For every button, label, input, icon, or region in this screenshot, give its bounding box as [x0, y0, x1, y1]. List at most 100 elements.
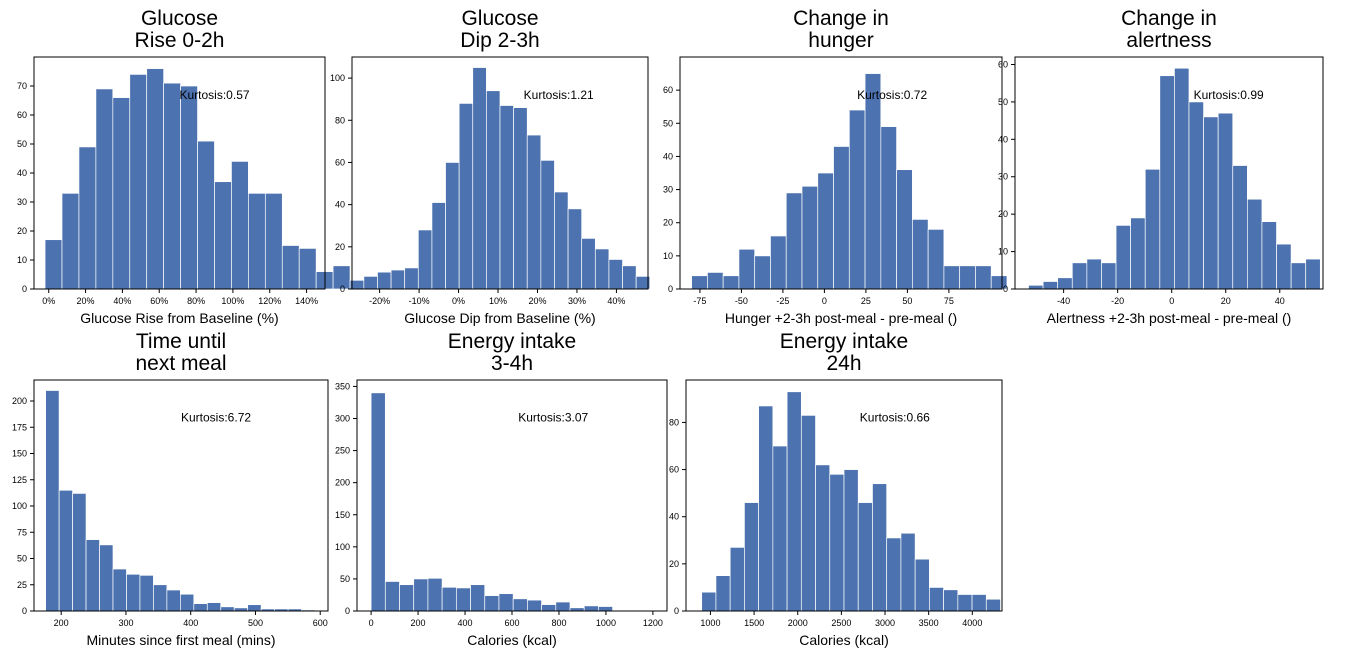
histogram-panel-3: -75 -50 -25 0 25 50 75 0 10 20 30 40 50 60 Change inhu…	[663, 7, 1008, 326]
histogram-bar	[975, 265, 992, 290]
y-tick-label: 150	[335, 510, 350, 520]
x-tick-label: 1500	[744, 618, 764, 628]
histogram-bar	[472, 67, 487, 290]
kurtosis-annotation: Kurtosis:3.07	[518, 411, 588, 425]
histogram-bar	[598, 606, 613, 612]
histogram-bar	[722, 275, 740, 290]
y-tick-label: 0	[674, 606, 679, 616]
x-tick-label: 0%	[42, 296, 55, 306]
x-axis-label: Calories (kcal)	[467, 632, 556, 648]
x-tick-label: -20	[1111, 296, 1124, 306]
histogram-bar	[758, 405, 774, 612]
histogram-bar	[484, 595, 500, 612]
histogram-bar	[872, 483, 888, 612]
x-tick-label: 20%	[528, 296, 546, 306]
x-tick-label: 120%	[258, 296, 281, 306]
chart-title-line-1: Energy intake	[448, 330, 576, 353]
x-tick-label: 600	[504, 618, 519, 628]
histogram-bar	[1203, 116, 1219, 290]
x-tick-label: 600	[313, 618, 328, 628]
chart-title-line-1: Energy intake	[780, 330, 908, 353]
histogram-bar	[1028, 284, 1044, 290]
histogram-bar	[583, 605, 599, 612]
histogram-bar	[197, 140, 215, 290]
histogram-bar	[567, 208, 583, 290]
histogram-bar	[445, 162, 460, 290]
y-tick-label: 10	[663, 251, 673, 261]
histogram-bar	[929, 587, 944, 612]
histogram-bar	[281, 245, 300, 290]
x-axis-label: Calories (kcal)	[799, 632, 888, 648]
histogram-bar	[1305, 258, 1321, 290]
histogram-bar	[541, 604, 557, 612]
x-tick-label: 140%	[295, 296, 318, 306]
histogram-bar	[384, 581, 400, 612]
y-tick-label: 80	[669, 417, 679, 427]
y-tick-label: 0	[1003, 284, 1008, 294]
x-tick-label: 100%	[221, 296, 244, 306]
histogram-bar	[817, 172, 834, 290]
y-tick-label: 70	[17, 81, 27, 91]
axes-frame	[351, 56, 649, 290]
x-tick-label: 2000	[788, 618, 808, 628]
y-tick-label: 60	[998, 59, 1008, 69]
histogram-bar	[431, 202, 446, 290]
y-tick-label: 0	[668, 284, 673, 294]
histogram-bar	[163, 82, 181, 290]
histogram-bar	[427, 577, 443, 612]
chart-title-line-1: Change in	[1121, 7, 1217, 30]
y-tick-label: 40	[663, 151, 673, 161]
x-tick-label: 1000	[700, 618, 720, 628]
x-tick-label: 0%	[452, 296, 465, 306]
x-tick-label: 4000	[962, 618, 982, 628]
histogram-bar	[1042, 281, 1059, 290]
chart-title-line-1: Time until	[136, 330, 226, 353]
histogram-bar	[622, 265, 637, 290]
histogram-panel-2: -20% -10% 0% 10% 20% 30% 40% 0 20 40 60 80 100 Glucos…	[330, 7, 651, 326]
histogram-bar	[1290, 262, 1307, 290]
x-tick-label: 40%	[607, 296, 625, 306]
histogram-bar	[486, 90, 501, 290]
y-tick-label: 80	[335, 115, 345, 125]
x-tick-label: 0	[822, 296, 827, 306]
y-tick-label: 20	[17, 226, 27, 236]
y-tick-label: 25	[17, 580, 27, 590]
histogram-bar	[1086, 258, 1102, 290]
histogram-bar	[540, 159, 555, 290]
y-tick-label: 75	[17, 527, 27, 537]
histogram-bar	[744, 502, 759, 612]
x-axis-label: Hunger +2-3h post-meal - pre-meal ()	[725, 310, 957, 326]
y-tick-label: 10	[998, 247, 1008, 257]
histogram-bar	[833, 146, 850, 290]
histogram-bar	[896, 169, 913, 290]
histogram-bar	[417, 229, 433, 290]
y-tick-label: 30	[17, 197, 27, 207]
histogram-bar	[1261, 221, 1277, 290]
y-tick-label: 60	[663, 85, 673, 95]
histogram-bar	[914, 558, 930, 612]
histogram-bar	[214, 181, 232, 290]
y-tick-label: 100	[330, 73, 345, 83]
histogram-bar	[153, 584, 168, 612]
histogram-bar	[45, 390, 60, 612]
histogram-panel-1: 0% 20% 40% 60% 80% 100% 120% 140% 0 10 20 30 40 50 60 7…	[17, 7, 385, 326]
histogram-bar	[691, 275, 708, 290]
histogram-bar	[180, 593, 195, 612]
y-tick-label: 60	[669, 465, 679, 475]
histogram-bar	[512, 598, 528, 612]
histogram-bar	[390, 269, 406, 290]
histogram-bar	[220, 606, 235, 612]
histogram-bar	[78, 146, 97, 290]
histogram-bar	[786, 391, 802, 612]
x-tick-label: -10%	[409, 296, 430, 306]
histogram-bar	[800, 415, 816, 612]
histogram-bar	[95, 88, 114, 290]
histogram-bar	[404, 267, 419, 290]
y-tick-label: 0	[340, 284, 345, 294]
x-tick-label: 1200	[643, 618, 663, 628]
x-tick-label: -40	[1057, 296, 1070, 306]
axes-frame	[33, 379, 329, 612]
histogram-bar	[180, 85, 198, 290]
y-tick-label: 0	[22, 606, 27, 616]
histogram-bar	[715, 575, 731, 612]
